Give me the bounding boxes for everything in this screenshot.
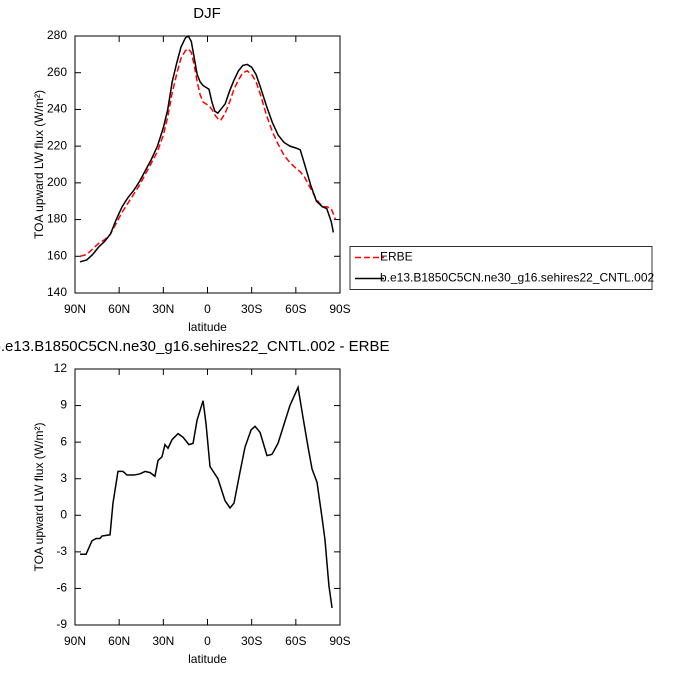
y-tick-label: 0 xyxy=(60,507,67,521)
data-line xyxy=(80,384,333,609)
y-tick-label: 12 xyxy=(54,361,68,375)
y-axis-label: TOA upward LW flux (W/m²) xyxy=(32,423,46,572)
x-tick-label: 30S xyxy=(241,302,262,316)
legend-label: ERBE xyxy=(380,250,413,264)
legend-label: b.e13.B1850C5CN.ne30_g16.sehires22_CNTL.… xyxy=(380,271,655,285)
y-tick-label: 9 xyxy=(60,398,67,412)
x-tick-label: 0 xyxy=(204,634,211,648)
x-tick-label: 90N xyxy=(64,302,86,316)
y-tick-label: 280 xyxy=(47,28,67,42)
x-tick-label: 60N xyxy=(108,634,130,648)
data-line xyxy=(79,34,335,263)
y-tick-label: 260 xyxy=(47,65,67,79)
y-tick-label: 3 xyxy=(60,471,67,485)
y-tick-label: 180 xyxy=(47,212,67,226)
x-axis-label: latitude xyxy=(188,652,227,666)
plot-frame xyxy=(74,35,341,294)
y-tick-label: 200 xyxy=(47,175,67,189)
x-tick-label: 30N xyxy=(152,302,174,316)
y-tick-label: 220 xyxy=(47,138,67,152)
x-axis-label: latitude xyxy=(188,320,227,334)
y-tick-label: -9 xyxy=(56,617,67,631)
x-tick-label: 60S xyxy=(285,302,306,316)
y-tick-label: 240 xyxy=(47,102,67,116)
plot-frame xyxy=(74,368,341,626)
legend-box xyxy=(349,246,653,290)
y-tick-label: -6 xyxy=(56,581,67,595)
x-tick-label: 90S xyxy=(329,302,350,316)
y-tick-label: 140 xyxy=(47,285,67,299)
x-tick-label: 0 xyxy=(204,302,211,316)
chart-title: DJF xyxy=(193,5,221,22)
y-axis-label: TOA upward LW flux (W/m²) xyxy=(32,90,46,239)
x-tick-label: 30N xyxy=(152,634,174,648)
y-tick-label: -3 xyxy=(56,544,67,558)
x-tick-label: 60N xyxy=(108,302,130,316)
data-line xyxy=(79,47,337,258)
x-tick-label: 60S xyxy=(285,634,306,648)
y-tick-label: 6 xyxy=(60,434,67,448)
x-tick-label: 90S xyxy=(329,634,350,648)
y-tick-label: 160 xyxy=(47,248,67,262)
chart-title: b.e13.B1850C5CN.ne30_g16.sehires22_CNTL.… xyxy=(0,338,389,355)
x-tick-label: 30S xyxy=(241,634,262,648)
x-tick-label: 90N xyxy=(64,634,86,648)
